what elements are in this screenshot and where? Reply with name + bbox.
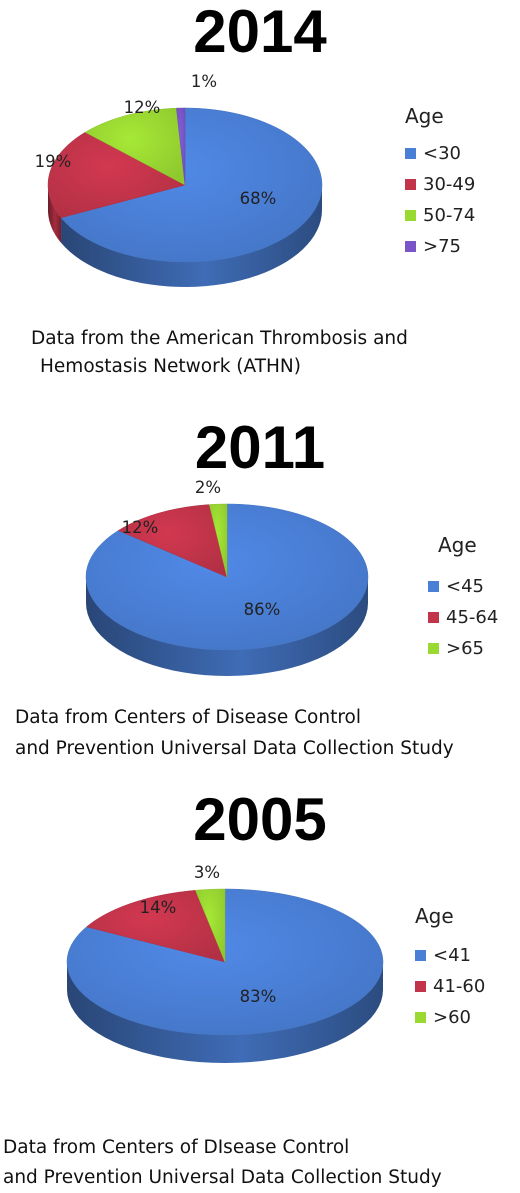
legend: Age <45 45-64 >65 (428, 533, 498, 664)
legend-swatch (428, 643, 439, 654)
pie-side-30-49 (48, 185, 62, 243)
chart-panel-2014: 2014 68% 19% 12% 1% Age <30 30-49 50-74 >75 Da… (0, 0, 520, 400)
data-label: 3% (194, 863, 220, 882)
chart-title: 2014 (193, 0, 327, 65)
source-note: Data from Centers of Disease Control and… (15, 702, 454, 764)
legend-label: <30 (423, 143, 461, 164)
legend-title: Age (438, 533, 477, 557)
data-label: 1% (191, 72, 217, 91)
pie-slice-45-64 (117, 504, 228, 578)
data-label: 12% (124, 98, 161, 117)
source-note: Data from the American Thrombosis and He… (31, 325, 408, 381)
pie-side-<30 (61, 185, 322, 287)
legend-label: >60 (433, 1007, 471, 1028)
legend: Age <41 41-60 >60 (415, 904, 485, 1033)
legend-label: >65 (446, 638, 484, 659)
pie-slice-30-49 (47, 132, 186, 219)
data-label: 2% (195, 478, 221, 497)
data-label: 68% (240, 189, 277, 208)
pie-slice->75 (176, 107, 186, 186)
legend-label: >75 (423, 236, 461, 257)
source-line: and Prevention Universal Data Collection… (15, 738, 454, 759)
pie-slice-41-60 (85, 890, 226, 963)
legend-item: <41 (415, 940, 485, 971)
legend-item: <45 (428, 571, 498, 602)
legend-swatch (428, 581, 439, 592)
legend-item: <30 (405, 138, 475, 169)
legend-label: 30-49 (423, 174, 476, 195)
data-label: 12% (122, 518, 159, 537)
source-line: Data from the American Thrombosis and (31, 328, 408, 349)
legend-swatch (405, 210, 416, 221)
pie-side-<45 (86, 577, 368, 676)
pie-chart-2005: 83% 14% 3% (66, 863, 384, 1063)
source-note: Data from Centers of DIsease Control and… (3, 1133, 442, 1193)
legend-label: <45 (446, 576, 484, 597)
chart-title: 2011 (194, 414, 326, 481)
legend-label: 50-74 (423, 205, 476, 226)
legend-item: 45-64 (428, 602, 498, 633)
chart-panel-2005: 2005 83% 14% 3% Age <41 41-60 >60 Data from … (0, 780, 520, 1191)
legend-item: 50-74 (405, 200, 475, 231)
data-label: 14% (140, 898, 177, 917)
pie-slice-50-74 (84, 107, 186, 186)
legend-item: >75 (405, 231, 475, 262)
source-line: Hemostasis Network (ATHN) (40, 356, 301, 377)
legend-label: 41-60 (433, 976, 486, 997)
legend-swatch (405, 241, 416, 252)
data-label: 83% (240, 987, 277, 1006)
source-line: Data from Centers of DIsease Control (3, 1137, 350, 1158)
legend-swatch (415, 950, 426, 961)
pie-slice->60 (195, 888, 226, 963)
legend: Age <30 30-49 50-74 >75 (405, 104, 475, 262)
data-label: 86% (244, 600, 281, 619)
legend-swatch (415, 981, 426, 992)
pie-slice->65 (209, 503, 228, 578)
legend-swatch (405, 148, 416, 159)
legend-title: Age (405, 104, 444, 128)
chart-panel-2011: 2011 86% 12% 2% Age <45 45-64 >65 Data from … (0, 400, 520, 780)
legend-swatch (428, 612, 439, 623)
legend-label: <41 (433, 945, 471, 966)
legend-title: Age (415, 904, 454, 928)
source-line: and Prevention Universal Data Collection… (3, 1167, 442, 1188)
legend-label: 45-64 (446, 607, 499, 628)
legend-swatch (415, 1012, 426, 1023)
data-label: 19% (35, 152, 72, 171)
legend-swatch (405, 179, 416, 190)
chart-title: 2005 (193, 786, 327, 853)
pie-side-<41 (67, 962, 383, 1063)
legend-item: 30-49 (405, 169, 475, 200)
pie-chart-2014: 68% 19% 12% 1% (35, 72, 323, 287)
legend-item: >65 (428, 633, 498, 664)
legend-item: >60 (415, 1002, 485, 1033)
pie-slice-<30 (60, 107, 323, 263)
source-line: Data from Centers of Disease Control (15, 707, 361, 728)
legend-item: 41-60 (415, 971, 485, 1002)
pie-chart-2011: 86% 12% 2% (85, 478, 369, 676)
